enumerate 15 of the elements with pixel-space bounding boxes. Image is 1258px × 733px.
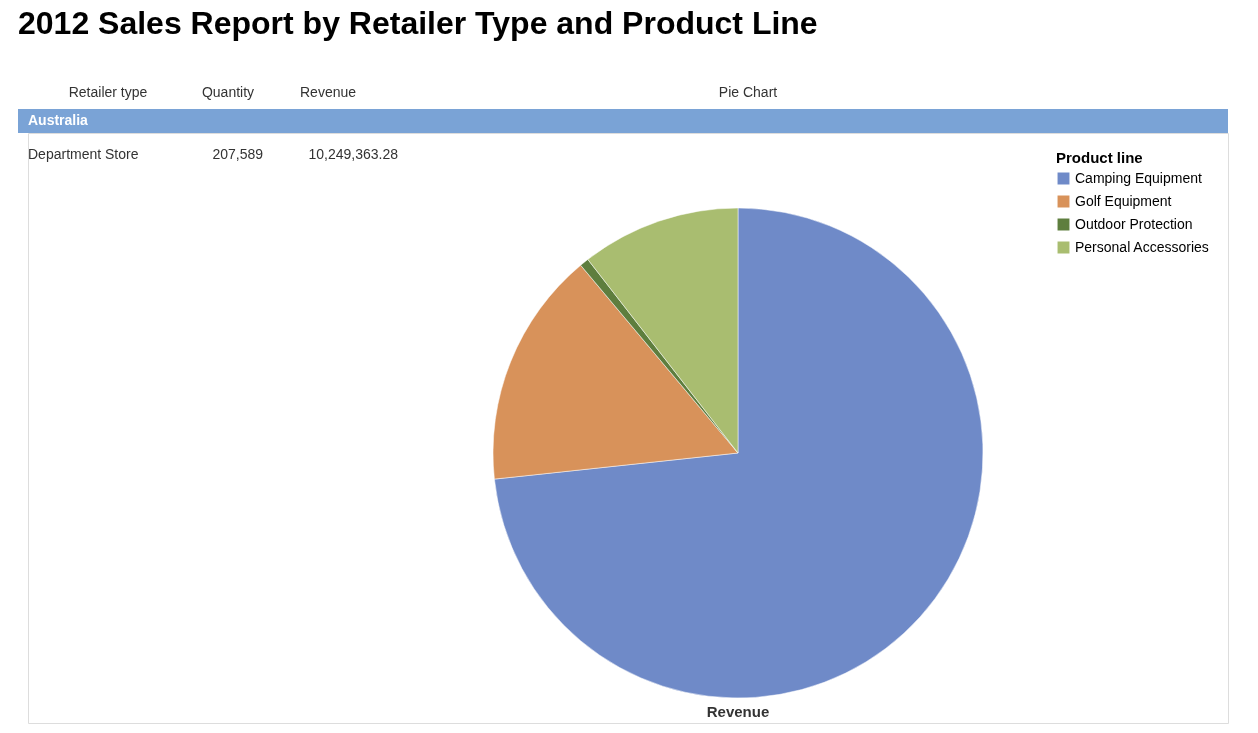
text: 10,249,363.28 (308, 146, 399, 162)
text: Australia (28, 112, 89, 128)
text: Quantity (201, 84, 255, 100)
legend-label: Golf Equipment (1075, 192, 1172, 209)
legend-label: Camping Equipment (1075, 169, 1202, 186)
legend-label: Personal Accessories (1075, 238, 1209, 255)
chart-title: 2012 Sales Report by Retailer Type and Product Line (18, 5, 818, 41)
legend-title: Product line (1056, 149, 1143, 166)
text: Revenue (706, 703, 770, 720)
text: Retailer type (68, 84, 148, 100)
text: 207,589 (212, 146, 264, 162)
text: Revenue (299, 84, 357, 100)
text: Pie Chart (718, 84, 778, 100)
legend-label: Outdoor Protection (1075, 215, 1193, 232)
text: Department Store (28, 146, 139, 162)
